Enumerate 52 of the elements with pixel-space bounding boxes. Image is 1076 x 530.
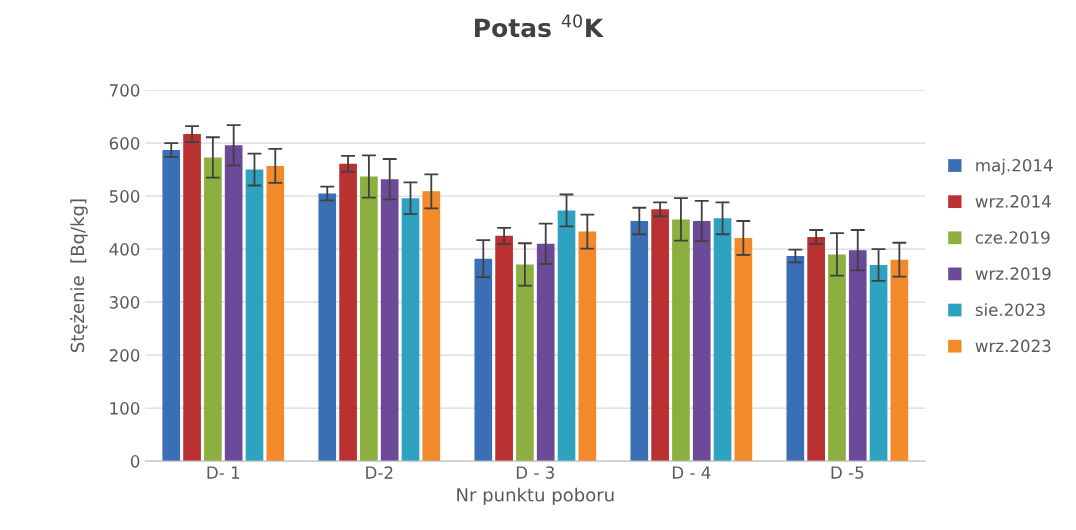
bar (786, 255, 805, 462)
legend-label: sie.2023 (975, 303, 1045, 317)
bar (474, 258, 493, 462)
bar (204, 157, 222, 462)
bar (360, 176, 378, 462)
chart-title: Potas $^{40}$K (475, 14, 604, 38)
bar (713, 218, 732, 462)
bar (339, 163, 357, 462)
legend-label: cze.2019 (975, 231, 1050, 244)
x-tick-label: D-2 (366, 466, 393, 479)
bar (245, 169, 264, 462)
legend-label: maj.2014 (976, 158, 1053, 175)
bar (890, 259, 909, 462)
bar (536, 243, 555, 462)
x-tick-label: D- 1 (207, 466, 240, 479)
x-tick-label: D - 3 (516, 466, 554, 479)
y-tick-label: 600 (109, 137, 140, 150)
x-axis-title: Nr punktu poboru (457, 487, 614, 506)
y-axis-title: Stężenie [Bq/kg] (70, 199, 88, 353)
y-tick-label: 500 (109, 190, 140, 203)
y-tick-label: 0 (130, 455, 140, 468)
bar (183, 134, 201, 462)
y-tick-label: 200 (109, 349, 140, 362)
y-tick-label: 100 (110, 402, 140, 415)
bar (692, 221, 711, 462)
legend-label: wrz.2014 (975, 195, 1051, 208)
bar (651, 209, 669, 462)
bar (422, 191, 441, 462)
bar (672, 219, 690, 462)
bar (630, 221, 649, 462)
bar (318, 193, 337, 462)
bar (848, 250, 867, 462)
bar (224, 145, 243, 462)
legend-label: wrz.2019 (975, 267, 1051, 280)
bar (380, 179, 399, 462)
bar (828, 254, 846, 462)
bar (516, 264, 534, 462)
bar (162, 149, 181, 462)
bar (266, 165, 285, 462)
x-tick-label: D -5 (831, 466, 864, 479)
x-tick-label: D - 4 (672, 466, 711, 479)
bar (734, 237, 753, 462)
bar (807, 236, 825, 462)
bar (557, 210, 576, 462)
y-tick-label: 400 (109, 243, 140, 256)
bar (578, 231, 597, 462)
y-tick-label: 300 (109, 296, 140, 309)
bar (401, 198, 420, 462)
legend-label: wrz.2023 (975, 339, 1051, 353)
y-tick-label: 700 (109, 84, 140, 97)
bar (495, 235, 513, 462)
bar (869, 265, 888, 462)
